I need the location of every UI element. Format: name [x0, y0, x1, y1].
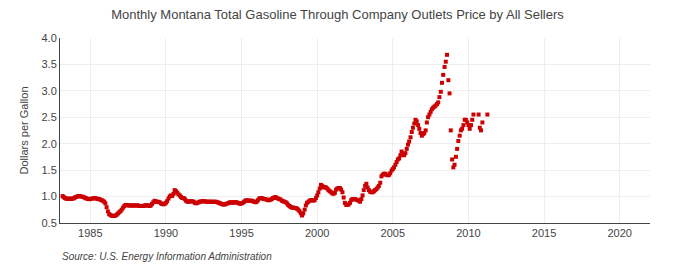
svg-text:1985: 1985 [78, 227, 102, 239]
svg-text:Monthly Montana Total Gasoline: Monthly Montana Total Gasoline Through C… [111, 7, 564, 22]
svg-text:4.0: 4.0 [42, 32, 57, 44]
svg-text:3.5: 3.5 [42, 58, 57, 70]
svg-text:1.0: 1.0 [42, 190, 57, 202]
svg-text:1.5: 1.5 [42, 164, 57, 176]
svg-text:Dollars per Gallon: Dollars per Gallon [18, 86, 30, 174]
svg-text:2.0: 2.0 [42, 138, 57, 150]
svg-text:1995: 1995 [229, 227, 253, 239]
svg-text:Source: U.S. Energy Informatio: Source: U.S. Energy Information Administ… [62, 251, 272, 262]
svg-text:2020: 2020 [607, 227, 631, 239]
svg-text:2010: 2010 [456, 227, 480, 239]
svg-text:2005: 2005 [381, 227, 405, 239]
svg-text:2.5: 2.5 [42, 111, 57, 123]
svg-text:0.5: 0.5 [42, 217, 57, 229]
svg-text:2000: 2000 [305, 227, 329, 239]
svg-text:3.0: 3.0 [42, 85, 57, 97]
svg-text:1990: 1990 [154, 227, 178, 239]
svg-text:2015: 2015 [532, 227, 556, 239]
